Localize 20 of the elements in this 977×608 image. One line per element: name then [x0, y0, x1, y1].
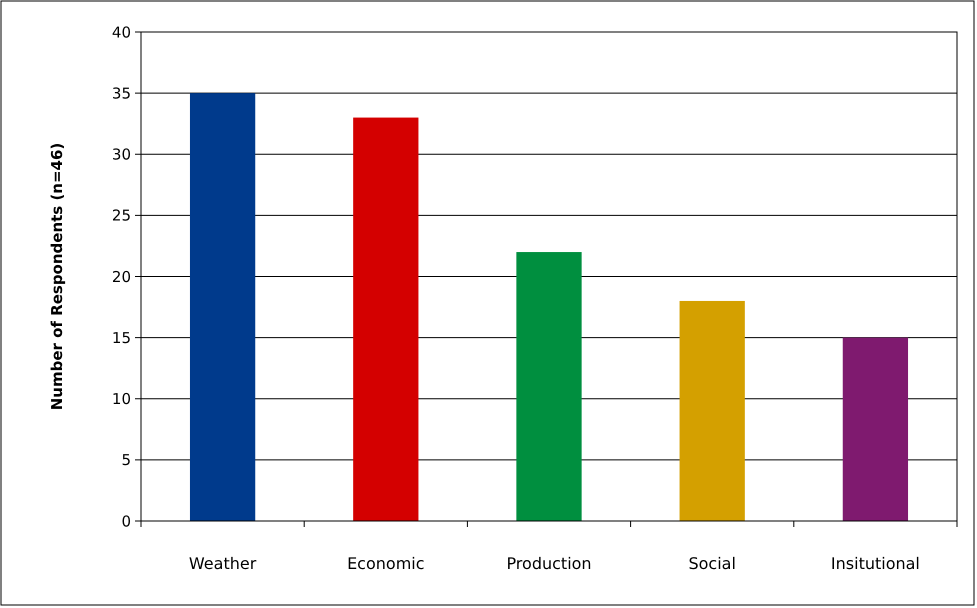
bar	[353, 118, 418, 521]
bar	[516, 252, 582, 521]
y-tick-label: 30	[112, 146, 131, 164]
y-tick-label: 20	[112, 268, 131, 286]
bar	[680, 300, 745, 521]
y-tick-label: 40	[112, 23, 131, 42]
y-tick-label: 25	[112, 206, 131, 225]
x-tick-label: Insitutional	[830, 554, 920, 573]
bar	[842, 338, 908, 521]
x-tick-label: Weather	[188, 554, 257, 573]
y-tick-label: 10	[112, 390, 131, 408]
bar	[190, 93, 256, 521]
x-tick-label: Economic	[347, 554, 425, 573]
y-tick-label: 5	[121, 451, 131, 470]
y-axis-title: Number of Respondents (n=46)	[48, 142, 66, 410]
x-tick-label: Production	[506, 554, 592, 573]
y-tick-label: 0	[121, 512, 131, 530]
x-tick-label: Social	[688, 554, 736, 573]
y-tick-label: 15	[112, 328, 131, 347]
y-tick-label: 35	[112, 84, 131, 102]
